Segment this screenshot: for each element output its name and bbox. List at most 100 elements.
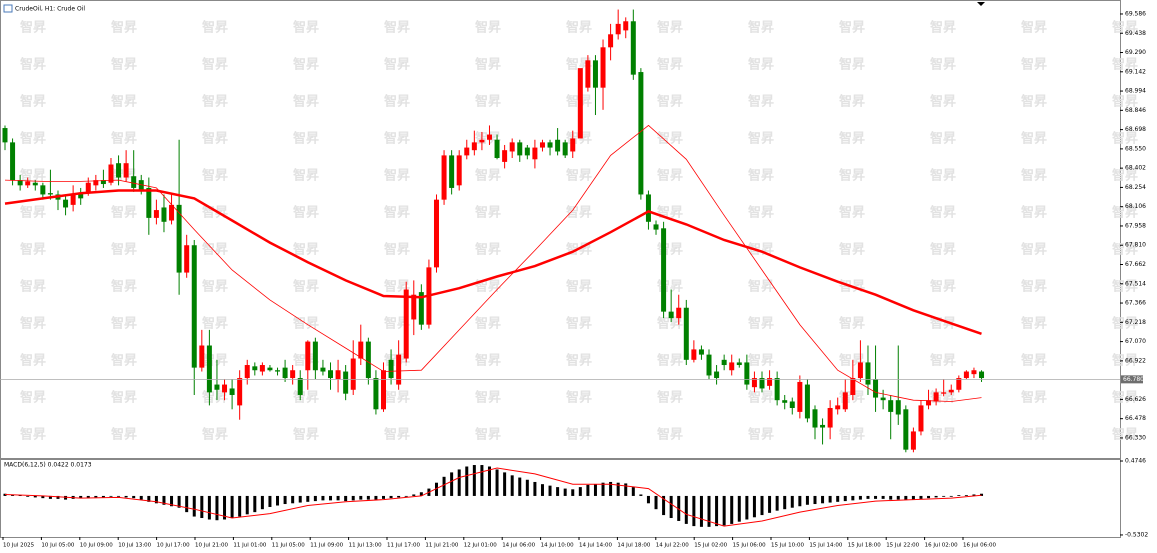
- watermark: 智昇: [202, 57, 228, 73]
- watermark: 智昇: [566, 390, 592, 406]
- watermark: 智昇: [1021, 427, 1047, 443]
- watermark: 智昇: [111, 279, 137, 295]
- macd-bar: [472, 465, 476, 496]
- candle-body: [229, 388, 235, 395]
- macd-bar: [351, 495, 355, 501]
- candle-body: [850, 378, 856, 395]
- macd-bar: [525, 479, 529, 496]
- watermark: 智昇: [1021, 20, 1047, 36]
- macd-bar: [571, 489, 575, 496]
- macd-bar: [964, 495, 968, 497]
- y-tick-label: 67.514: [1125, 280, 1146, 287]
- macd-bar: [86, 495, 90, 499]
- macd-y-tick-label: -0.5302: [1125, 531, 1148, 538]
- x-tick-label: 14 Jul 10:00: [541, 543, 574, 549]
- watermark: 智昇: [384, 390, 410, 406]
- candle-body: [888, 400, 894, 412]
- watermark: 智昇: [384, 168, 410, 184]
- watermark: 智昇: [202, 205, 228, 221]
- watermark: 智昇: [475, 427, 501, 443]
- watermark: 智昇: [930, 353, 956, 369]
- watermark: 智昇: [293, 205, 319, 221]
- macd-bar: [760, 495, 764, 516]
- y-tick-label: 68.698: [1125, 126, 1146, 133]
- watermark: 智昇: [202, 242, 228, 258]
- watermark: 智昇: [475, 205, 501, 221]
- watermark: 智昇: [839, 57, 865, 73]
- macd-bar: [874, 495, 878, 499]
- watermark: 智昇: [384, 205, 410, 221]
- candle-body: [691, 349, 697, 360]
- watermark: 智昇: [1021, 316, 1047, 332]
- candle-body: [570, 138, 576, 152]
- candle-body: [797, 381, 803, 412]
- watermark: 智昇: [111, 427, 137, 443]
- macd-bar: [836, 495, 840, 502]
- watermark: 智昇: [384, 20, 410, 36]
- y-tick-label: 66.330: [1125, 434, 1146, 441]
- macd-bar: [132, 495, 136, 499]
- watermark: 智昇: [20, 279, 46, 295]
- macd-bar: [419, 492, 423, 496]
- macd-bar: [548, 485, 552, 496]
- candle-body: [222, 384, 228, 393]
- watermark: 智昇: [566, 20, 592, 36]
- watermark: 智昇: [384, 131, 410, 147]
- candle-body: [804, 384, 810, 419]
- macd-bar: [480, 465, 484, 496]
- macd-bar: [268, 495, 272, 507]
- watermark: 智昇: [748, 279, 774, 295]
- watermark: 智昇: [1112, 316, 1138, 332]
- candle-body: [2, 128, 8, 143]
- candle-body: [381, 370, 386, 410]
- macd-bar: [253, 495, 257, 513]
- candle-body: [820, 424, 826, 428]
- macd-y-tick-label: 0.4746: [1125, 458, 1146, 465]
- candle-body: [153, 210, 159, 218]
- candle-body: [131, 176, 137, 188]
- candle-body: [555, 139, 561, 152]
- macd-bar: [942, 495, 946, 497]
- macd-bar: [639, 494, 643, 496]
- candle-body: [895, 400, 901, 415]
- watermark: 智昇: [566, 427, 592, 443]
- macd-bar: [389, 495, 393, 499]
- candle-body: [502, 150, 508, 162]
- watermark: 智昇: [384, 57, 410, 73]
- macd-bar: [404, 495, 408, 497]
- macd-bar: [646, 495, 650, 504]
- watermark: 智昇: [111, 316, 137, 332]
- candle-body: [237, 378, 243, 406]
- watermark: 智昇: [1021, 57, 1047, 73]
- candle-body: [759, 378, 765, 389]
- watermark: 智昇: [293, 131, 319, 147]
- macd-bar: [450, 472, 454, 496]
- macd-bar: [851, 495, 855, 501]
- macd-bar: [609, 481, 613, 496]
- watermark: 智昇: [566, 353, 592, 369]
- watermark: 智昇: [839, 316, 865, 332]
- candle-body: [600, 47, 606, 88]
- x-tick-label: 10 Jul 17:00: [157, 543, 190, 549]
- watermark: 智昇: [475, 168, 501, 184]
- candle-body: [373, 378, 379, 410]
- watermark: 智昇: [202, 390, 228, 406]
- watermark: 智昇: [657, 427, 683, 443]
- x-tick-label: 10 Jul 05:00: [41, 543, 74, 549]
- candle-body: [615, 23, 621, 35]
- candle-body: [676, 307, 682, 319]
- watermark: 智昇: [384, 94, 410, 110]
- candle-body: [275, 370, 281, 372]
- candle-body: [328, 370, 334, 379]
- candle-body: [751, 378, 757, 388]
- macd-bar: [434, 482, 438, 496]
- macd-bar: [79, 495, 83, 499]
- candle-body: [305, 341, 311, 371]
- macd-bar: [336, 495, 340, 501]
- macd-bar: [866, 495, 870, 499]
- y-tick-label: 68.550: [1125, 145, 1146, 152]
- candle-body: [312, 341, 318, 371]
- watermark: 智昇: [748, 57, 774, 73]
